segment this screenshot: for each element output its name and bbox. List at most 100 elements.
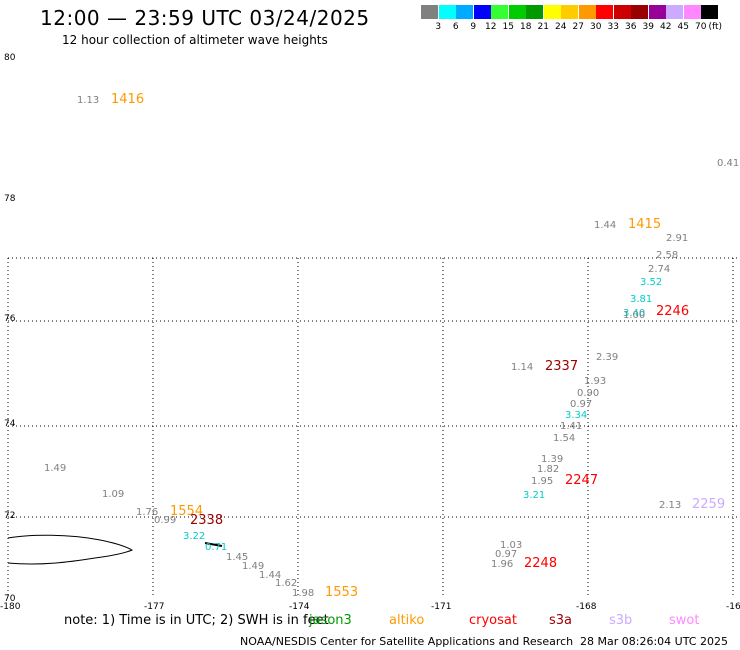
wave-height-label: 2.39: [596, 352, 618, 363]
colorbar-swatch: [631, 5, 648, 19]
colorbar-tick-label: 21: [537, 22, 549, 32]
colorbar-tick-label: 12: [485, 22, 497, 32]
wave-height-label: 0.99: [154, 515, 176, 526]
colorbar-tick-label: 70: [695, 22, 707, 32]
lon-label: -168: [576, 602, 597, 612]
wave-height-label: 0.71: [205, 542, 227, 553]
wave-height-label: 1.14: [511, 362, 533, 373]
lat-label: 70: [4, 594, 16, 604]
colorbar-tick-label: 27: [572, 22, 584, 32]
colorbar-swatch: [683, 5, 701, 19]
colorbar-swatch: [648, 5, 666, 19]
wave-height-label: 1.49: [242, 561, 264, 572]
pass-time-label: 1416: [111, 92, 144, 107]
wave-height-label: 3.40: [623, 308, 645, 319]
colorbar-tick-label: 45: [677, 22, 689, 32]
colorbar-swatch: [701, 5, 718, 19]
colorbar-swatch: [543, 5, 561, 19]
map-grid: [7, 257, 740, 598]
satellite-cryosat: cryosat: [469, 613, 517, 628]
lat-label: 78: [4, 194, 16, 204]
lon-label: -16: [726, 602, 740, 612]
pass-time-label: 2247: [565, 473, 598, 488]
wave-height-label: 0.97: [495, 549, 517, 560]
pass-time-label: 1554: [170, 504, 203, 519]
footer-credit: NOAA/NESDIS Center for Satellite Applica…: [240, 635, 574, 648]
wave-height-label: 3.52: [640, 277, 662, 288]
wave-height-label: 2.13: [659, 500, 681, 511]
wave-height-label: 1.00: [623, 310, 645, 321]
lat-label: 72: [4, 511, 15, 521]
colorbar-swatch: [561, 5, 578, 19]
axis-labels: 80 78 76 74 72 70 -180 -177 -174 -171 -1…: [0, 53, 740, 612]
colorbar-swatch: [491, 5, 508, 19]
wave-height-label: 1.41: [560, 421, 582, 432]
pass-time-label: 2246: [656, 304, 689, 319]
satellite-jason3: jason3: [309, 613, 352, 628]
observation-labels: 1.13 1416 0.41 1.44 1415 2.91 2.58 2.74 3.52 3.81…: [44, 92, 739, 600]
lat-label: 80: [4, 53, 16, 63]
wave-height-label: 1.82: [537, 464, 559, 475]
lat-label: 74: [4, 419, 16, 429]
colorbar-tick-label: 18: [520, 22, 532, 32]
satellite-s3a: s3a: [549, 613, 573, 628]
colorbar-tick-label: 33: [607, 22, 619, 32]
wave-height-label: 1.93: [584, 376, 606, 387]
wave-height-label: 0.90: [577, 388, 599, 399]
colorbar-swatch: [456, 5, 473, 19]
colorbar-swatch: [613, 5, 631, 19]
wave-height-label: 2.74: [648, 264, 670, 275]
wave-height-label: 1.49: [44, 463, 66, 474]
wave-height-label: 3.21: [523, 490, 545, 501]
colorbar-swatch: [508, 5, 526, 19]
chart-subtitle: 12 hour collection of altimeter wave hei…: [62, 33, 328, 47]
satellite-altiko: altiko: [389, 613, 425, 628]
lon-label: -177: [144, 602, 164, 612]
colorbar-swatch: [473, 5, 491, 19]
lon-label: -171: [431, 602, 451, 612]
footer-timestamp: 28 Mar 08:26:04 UTC 2025: [580, 635, 728, 648]
wave-height-label: 3.34: [565, 410, 587, 421]
note-text: note: 1) Time is in UTC; 2) SWH is in fe…: [64, 613, 329, 628]
ice-edge-mark: [204, 542, 223, 547]
colorbar-swatch: [421, 5, 438, 19]
pass-time-label: 1553: [325, 585, 358, 600]
wave-height-label: 1.76: [136, 507, 158, 518]
units-note: note: 1) Time is in UTC; 2) SWH is in fe…: [64, 613, 329, 628]
coastline: [7, 534, 134, 565]
chart-title: 12:00 — 23:59 UTC 03/24/2025: [40, 6, 370, 30]
wave-height-label: 1.45: [226, 552, 248, 563]
colorbar-units: (ft): [708, 22, 723, 32]
colorbar-swatch: [578, 5, 596, 19]
pass-time-label: 1415: [628, 217, 661, 232]
colorbar-swatch: [596, 5, 613, 19]
colorbar-tick-label: 36: [625, 22, 637, 32]
wave-height-label: 0.97: [570, 399, 592, 410]
wave-height-label: 2.91: [666, 233, 688, 244]
wave-height-label: 1.62: [275, 578, 297, 589]
wave-height-label: 3.81: [630, 294, 652, 305]
wave-height-label: 1.13: [77, 95, 99, 106]
wave-height-label: 1.44: [259, 570, 281, 581]
wave-height-label: 0.41: [717, 158, 739, 169]
colorbar-tick-label: 15: [502, 22, 514, 32]
wave-height-label: 1.95: [531, 476, 553, 487]
wave-height-label: 3.22: [183, 531, 205, 542]
wave-height-label: 1.54: [553, 433, 575, 444]
colorbar-tick-label: 39: [642, 22, 654, 32]
wave-height-label: 1.96: [491, 559, 513, 570]
colorbar-swatch: [438, 5, 456, 19]
colorbar-tick-label: 30: [590, 22, 602, 32]
colorbar-tick-label: 6: [452, 22, 459, 32]
colorbar-swatch: [666, 5, 683, 19]
lon-label: -174: [289, 602, 310, 612]
colorbar-tick-label: 24: [555, 22, 567, 32]
satellite-swot: swot: [669, 613, 700, 628]
pass-time-label: 2248: [524, 556, 557, 571]
colorbar-tick-label: 9: [470, 22, 477, 32]
wave-height-label: 1.44: [594, 220, 616, 231]
satellite-s3b: s3b: [609, 613, 633, 628]
lat-label: 76: [4, 314, 16, 324]
lon-label: -180: [0, 602, 21, 612]
